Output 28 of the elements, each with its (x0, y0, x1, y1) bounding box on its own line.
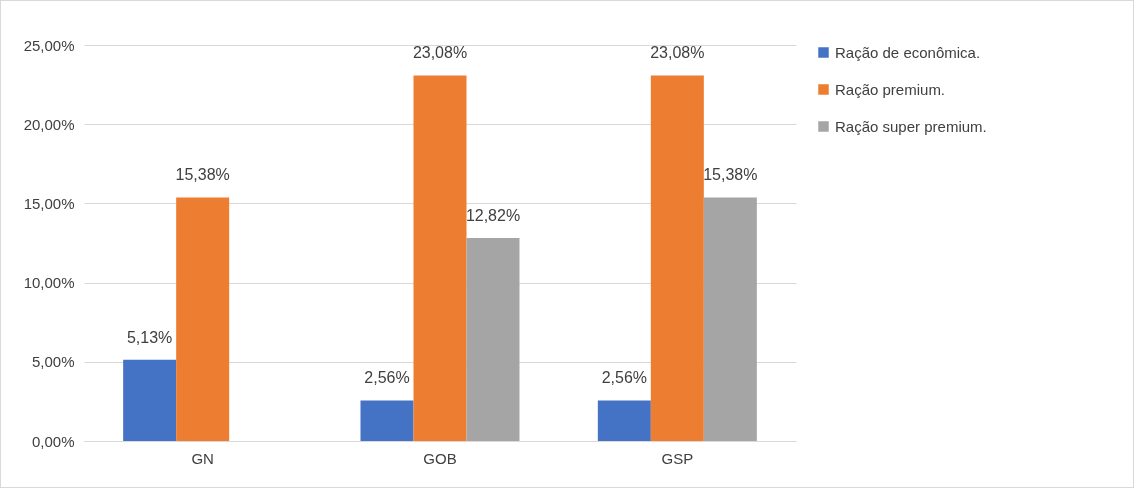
data-label: 5,13% (126, 328, 173, 346)
y-tick-label: 10,00% (23, 274, 75, 292)
bar (413, 75, 467, 441)
data-label: 23,08% (412, 44, 468, 62)
bar (360, 400, 414, 441)
y-tick-label: 20,00% (23, 115, 75, 133)
legend-label: Ração premium. (835, 80, 946, 98)
x-tick-label: GSP (661, 449, 694, 467)
y-tick-label: 5,00% (31, 353, 75, 371)
y-tick-label: 0,00% (31, 432, 75, 450)
bar (650, 75, 704, 441)
data-label: 23,08% (650, 44, 705, 62)
data-label: 2,56% (601, 369, 648, 387)
bar (597, 400, 651, 441)
bar (176, 197, 230, 441)
y-tick-label: 25,00% (23, 36, 75, 54)
legend-label: Ração de econômica. (835, 43, 981, 61)
bar (703, 197, 757, 441)
data-label: 2,56% (364, 369, 410, 387)
data-label: 15,38% (703, 166, 758, 184)
x-tick-label: GN (191, 449, 214, 467)
x-tick-label: GOB (423, 449, 457, 467)
bar (466, 237, 520, 441)
bar (123, 359, 177, 441)
data-label: 15,38% (175, 166, 230, 184)
data-label: 12,82% (465, 206, 521, 224)
legend-label: Ração super premium. (835, 117, 987, 135)
y-tick-label: 15,00% (23, 194, 75, 212)
